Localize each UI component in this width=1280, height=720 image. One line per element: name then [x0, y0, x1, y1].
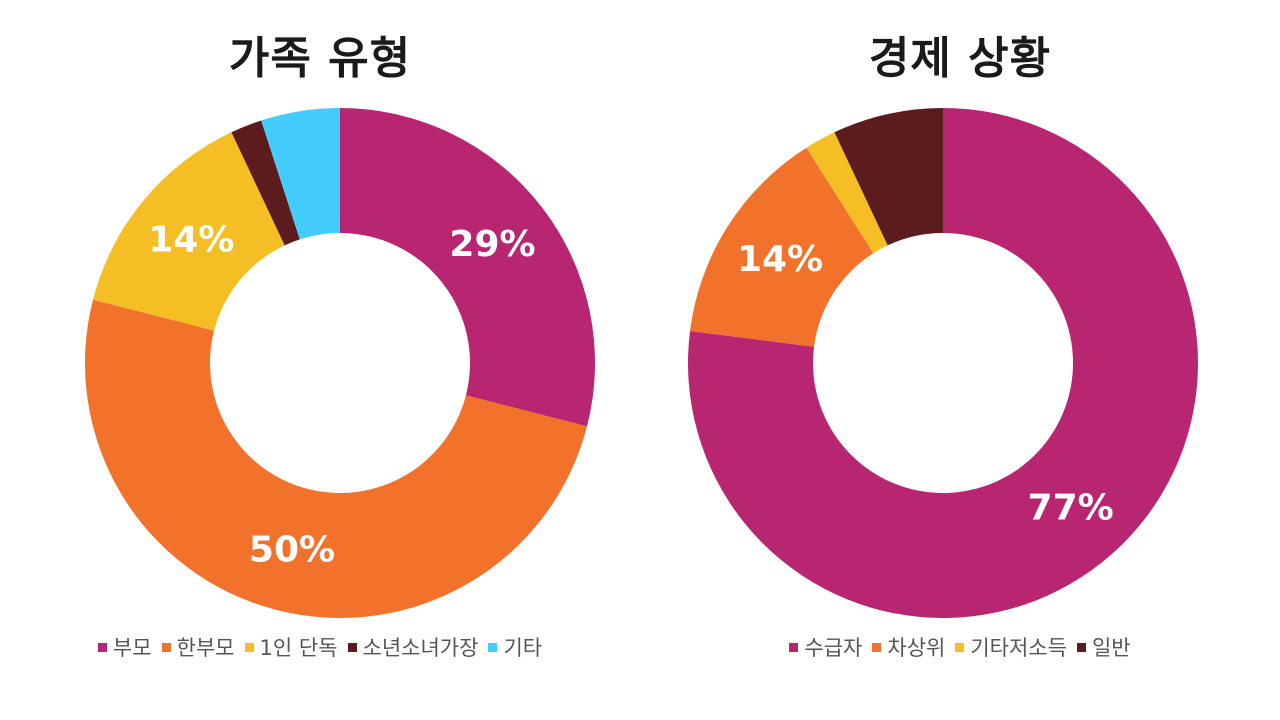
data-label: 50% — [249, 529, 335, 570]
legend-label: 1인 단독 — [259, 636, 338, 660]
slice-2 — [84, 299, 587, 619]
legend-swatch — [244, 642, 254, 652]
donut-chart: 29% 50% 14% — [84, 108, 595, 619]
chart-title: 경제 상황 — [868, 33, 1052, 84]
legend-label: 부모 — [112, 636, 152, 660]
slice-3 — [806, 132, 888, 254]
slice-3 — [93, 132, 285, 331]
legend-label: 기타 — [503, 636, 543, 660]
legend-label: 수급자 — [804, 636, 863, 660]
legend-item: 부모 — [97, 632, 152, 662]
legend-item: 기타저소득 — [955, 632, 1067, 662]
legend-item: 차상위 — [872, 632, 945, 662]
slice-2 — [690, 147, 874, 347]
slice-4 — [834, 108, 943, 246]
legend-item: 1인 단독 — [244, 632, 338, 662]
legend-label: 소년소녀가장 — [362, 636, 479, 660]
data-label: 14% — [148, 219, 234, 260]
legend: 수급자 차상위 기타저소득 일반 — [640, 632, 1280, 662]
economic-status-chart: 경제 상황 77% 14% 수급자 차상위 기타저소득 일반 — [640, 0, 1280, 720]
legend-item: 수급자 — [789, 632, 862, 662]
legend-swatch — [488, 642, 498, 652]
family-type-chart: 가족 유형 29% 50% 14% 부모 한부모 1인 단독 소년소녀가장 기타 — [0, 33, 640, 662]
data-label: 77% — [1028, 487, 1114, 528]
legend-item: 일반 — [1076, 632, 1131, 662]
chart-title: 가족 유형 — [228, 33, 412, 84]
slice-1 — [688, 108, 1198, 618]
legend-label: 기타저소득 — [970, 636, 1067, 660]
data-label: 29% — [449, 224, 535, 265]
legend-swatch — [97, 642, 107, 652]
legend: 부모 한부모 1인 단독 소년소녀가장 기타 — [0, 632, 640, 662]
legend-swatch — [347, 642, 357, 652]
legend-item: 소년소녀가장 — [347, 632, 479, 662]
legend-label: 한부모 — [176, 636, 235, 660]
legend-label: 차상위 — [887, 636, 946, 660]
legend-label: 일반 — [1091, 636, 1131, 660]
legend-item: 한부모 — [161, 632, 235, 662]
slice-4 — [231, 120, 300, 246]
slice-5 — [261, 108, 340, 240]
legend-swatch — [1076, 642, 1086, 652]
legend-item: 기타 — [488, 632, 542, 662]
legend-swatch — [872, 642, 882, 652]
legend-swatch — [955, 642, 965, 652]
slice-1 — [340, 108, 595, 427]
donut-chart: 77% 14% — [688, 108, 1198, 618]
legend-swatch — [161, 642, 171, 652]
data-label: 14% — [737, 239, 823, 280]
legend-swatch — [789, 642, 799, 652]
